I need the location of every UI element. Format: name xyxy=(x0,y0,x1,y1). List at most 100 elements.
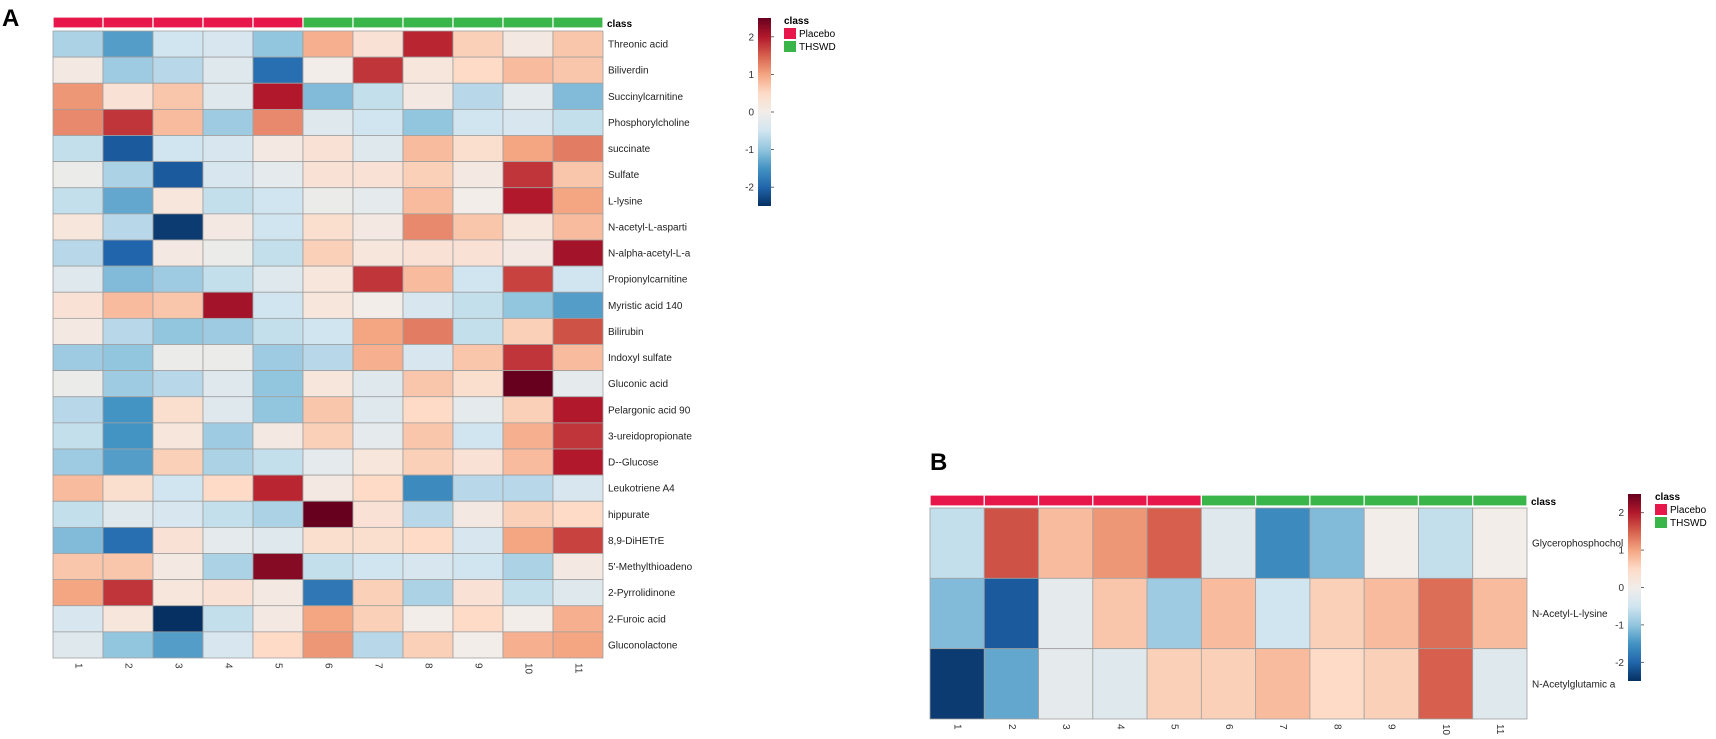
panel-a-cell xyxy=(302,135,354,163)
panel-a-cell xyxy=(202,161,254,189)
panel-b-legend-swatch xyxy=(1655,504,1667,515)
panel-a-cell xyxy=(52,344,104,372)
panel-a-cell xyxy=(352,422,404,450)
panel-a-cell xyxy=(302,239,354,267)
panel-a-cell xyxy=(302,317,354,345)
panel-a-cell xyxy=(352,631,404,659)
panel-b-cell xyxy=(1092,648,1148,720)
panel-a-cell xyxy=(152,605,204,633)
panel-a-colorbar-tick-label: 0 xyxy=(748,108,754,119)
panel-b-col-label: 2 xyxy=(1006,724,1017,730)
panel-b-cell xyxy=(1418,577,1474,650)
panel-a-cell xyxy=(302,108,354,136)
panel-a-cell xyxy=(352,135,404,163)
panel-b-colorbar xyxy=(1628,494,1641,681)
panel-a-cell xyxy=(202,526,254,554)
panel-a-cell xyxy=(302,187,354,215)
panel-a-cell xyxy=(452,474,504,502)
panel-b-cell xyxy=(1472,577,1528,650)
panel-a-cell xyxy=(202,474,254,502)
panel-a-row-label: N-acetyl-L-asparti xyxy=(608,222,687,233)
panel-a-cell xyxy=(352,605,404,633)
panel-b-col-label: 10 xyxy=(1440,724,1451,736)
panel-a-cell xyxy=(552,161,604,189)
panel-a-cell xyxy=(152,56,204,84)
panel-b-label: B xyxy=(930,449,947,476)
panel-a-cell xyxy=(402,187,454,215)
panel-b-col-label: 5 xyxy=(1169,724,1180,730)
panel-a-cell xyxy=(102,161,154,189)
panel-a-row-label: 2-Furoic acid xyxy=(608,614,666,625)
panel-a-cell xyxy=(52,500,104,528)
panel-b-class-cell xyxy=(1309,494,1365,507)
panel-a-cell xyxy=(252,291,304,319)
panel-a-cell xyxy=(552,213,604,241)
panel-a-cell xyxy=(252,396,304,424)
panel-a-cell xyxy=(152,344,204,372)
panel-a-legend-item: Placebo xyxy=(799,29,836,40)
panel-a-col-label: 2 xyxy=(122,663,133,669)
panel-b-cell xyxy=(1146,507,1202,579)
panel-a-row-label: Indoxyl sulfate xyxy=(608,353,672,364)
panel-a-cell xyxy=(352,239,404,267)
panel-b-cell xyxy=(1038,507,1094,579)
panel-b-cell xyxy=(1200,577,1257,650)
panel-a-cell xyxy=(502,605,554,633)
panel-a-cell xyxy=(302,500,354,528)
panel-a-cell xyxy=(202,108,254,136)
panel-a-cell xyxy=(402,317,454,345)
panel-a-cell xyxy=(352,161,404,189)
panel-a-col-label: 11 xyxy=(572,663,583,674)
panel-a-cell xyxy=(202,56,254,84)
panel-b-legend-item: THSWD xyxy=(1670,518,1707,529)
panel-a-cell xyxy=(152,291,204,319)
panel-a-col-label: 8 xyxy=(422,663,433,669)
panel-a-cell xyxy=(352,344,404,372)
panel-a-cell xyxy=(302,553,354,581)
panel-a-class-cell xyxy=(352,16,404,29)
panel-b-col-label: 6 xyxy=(1223,724,1234,730)
panel-a-cell xyxy=(202,291,254,319)
panel-a-row-label: N-alpha-acetyl-L-a xyxy=(608,249,691,260)
panel-a-cell xyxy=(302,396,354,424)
panel-a-cell xyxy=(52,213,104,241)
panel-a-legend-swatch xyxy=(784,41,796,52)
panel-b-cell xyxy=(1038,648,1094,720)
panel-a-cell xyxy=(52,30,104,58)
panel-a-cell xyxy=(552,553,604,581)
panel-a-cell xyxy=(502,161,554,189)
panel-a-cell xyxy=(352,82,404,110)
panel-a-cell xyxy=(552,605,604,633)
panel-a-cell xyxy=(452,579,504,607)
panel-a-cell xyxy=(302,265,354,293)
panel-a-cell xyxy=(152,187,204,215)
panel-a-cell xyxy=(202,448,254,476)
panel-b-cell xyxy=(1472,648,1528,720)
panel-a-cell xyxy=(552,526,604,554)
panel-a-cell xyxy=(552,422,604,450)
panel-a-cell xyxy=(502,500,554,528)
panel-a-cell xyxy=(452,448,504,476)
panel-a-cell xyxy=(102,579,154,607)
panel-a-cell xyxy=(452,82,504,110)
panel-a-cell xyxy=(252,82,304,110)
panel-a-cell xyxy=(502,553,554,581)
panel-a-cell xyxy=(252,239,304,267)
panel-a-cell xyxy=(552,579,604,607)
panel-a-cell xyxy=(102,291,154,319)
panel-a-cell xyxy=(52,82,104,110)
panel-a-cell xyxy=(502,30,554,58)
panel-a-cell xyxy=(502,56,554,84)
panel-a-cell xyxy=(452,187,504,215)
panel-a-row-label: Myristic acid 140 xyxy=(608,301,683,312)
panel-a-cell xyxy=(402,631,454,659)
panel-a-row-label: Succinylcarnitine xyxy=(608,92,683,103)
panel-a-cell xyxy=(52,526,104,554)
panel-a-cell xyxy=(402,344,454,372)
panel-a-cell xyxy=(252,187,304,215)
panel-a-cell xyxy=(452,291,504,319)
panel-a-cell xyxy=(252,265,304,293)
panel-a-cell xyxy=(102,500,154,528)
panel-a-cell xyxy=(202,631,254,659)
panel-a-cell xyxy=(152,370,204,398)
